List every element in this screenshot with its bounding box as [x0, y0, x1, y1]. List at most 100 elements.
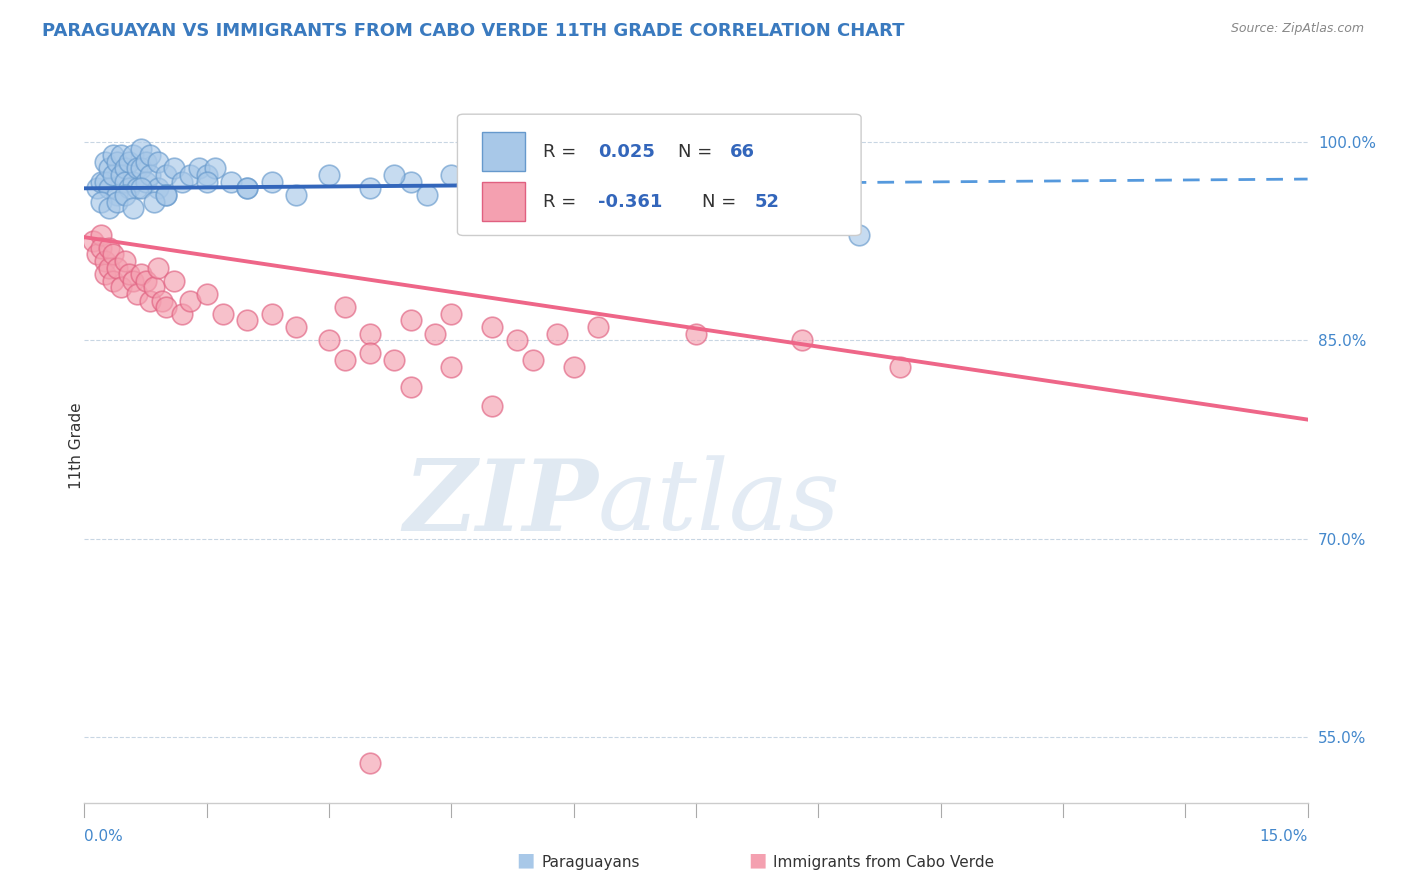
Point: [86, 247, 108, 261]
Text: 52: 52: [755, 193, 780, 211]
Point: [138, 168, 160, 182]
Point: [179, 293, 201, 308]
Point: [685, 326, 707, 341]
Point: [522, 353, 544, 368]
Point: [146, 181, 169, 195]
Point: [848, 227, 870, 242]
Point: [586, 320, 609, 334]
Point: [236, 181, 259, 195]
Point: [86, 181, 108, 195]
Point: [399, 313, 422, 327]
Point: [105, 260, 128, 275]
Text: R =: R =: [543, 143, 582, 161]
Point: [685, 188, 707, 202]
Point: [97, 260, 120, 275]
Point: [105, 188, 128, 202]
Point: [118, 267, 141, 281]
Point: [114, 161, 136, 176]
Text: ZIP: ZIP: [404, 455, 598, 551]
Point: [359, 756, 381, 771]
Point: [114, 254, 136, 268]
Point: [93, 154, 117, 169]
Point: [260, 175, 283, 189]
Point: [131, 267, 153, 281]
Point: [522, 175, 544, 189]
Point: [335, 353, 357, 368]
Point: [498, 181, 520, 195]
Point: [114, 175, 136, 189]
Point: [179, 168, 201, 182]
Point: [382, 353, 405, 368]
Point: [172, 307, 194, 321]
Point: [382, 168, 405, 182]
Text: 0.025: 0.025: [598, 143, 655, 161]
Point: [318, 333, 340, 347]
Point: [131, 181, 153, 195]
Point: [93, 175, 117, 189]
Point: [423, 326, 446, 341]
Point: [114, 188, 136, 202]
Point: [155, 188, 177, 202]
Text: Immigrants from Cabo Verde: Immigrants from Cabo Verde: [773, 855, 994, 870]
Point: [118, 154, 141, 169]
Point: [440, 168, 463, 182]
Point: [790, 333, 813, 347]
Point: [195, 287, 218, 301]
Point: [236, 181, 259, 195]
Text: atlas: atlas: [598, 456, 841, 550]
Point: [122, 274, 145, 288]
Point: [195, 175, 218, 189]
Point: [110, 280, 132, 294]
Point: [163, 161, 186, 176]
Point: [399, 175, 422, 189]
Point: [127, 181, 149, 195]
Point: [101, 168, 124, 182]
Text: ■: ■: [748, 851, 766, 870]
Point: [122, 148, 145, 162]
Point: [155, 168, 177, 182]
Point: [110, 168, 132, 182]
Y-axis label: 11th Grade: 11th Grade: [69, 402, 83, 490]
Text: N =: N =: [702, 193, 742, 211]
Point: [212, 307, 235, 321]
Point: [440, 359, 463, 374]
Point: [562, 359, 585, 374]
Text: R =: R =: [543, 193, 582, 211]
Point: [318, 168, 340, 182]
Point: [399, 379, 422, 393]
Point: [97, 161, 120, 176]
Point: [481, 400, 503, 414]
FancyBboxPatch shape: [482, 182, 524, 221]
Point: [142, 194, 165, 209]
Point: [97, 181, 120, 195]
Point: [101, 274, 124, 288]
Point: [285, 188, 308, 202]
Point: [562, 154, 585, 169]
Point: [142, 280, 165, 294]
Point: [889, 359, 911, 374]
FancyBboxPatch shape: [457, 114, 860, 235]
Point: [155, 188, 177, 202]
Point: [90, 175, 112, 189]
Point: [150, 293, 173, 308]
Point: [105, 194, 128, 209]
Point: [187, 161, 209, 176]
Point: [440, 307, 463, 321]
Text: N =: N =: [678, 143, 717, 161]
Point: [105, 154, 128, 169]
Point: [97, 201, 120, 215]
Point: [260, 307, 283, 321]
Point: [155, 300, 177, 314]
Point: [93, 254, 117, 268]
Point: [97, 241, 120, 255]
Point: [138, 293, 160, 308]
Point: [766, 181, 789, 195]
Point: [335, 300, 357, 314]
Text: 15.0%: 15.0%: [1260, 830, 1308, 844]
Point: [82, 234, 104, 248]
Text: Source: ZipAtlas.com: Source: ZipAtlas.com: [1230, 22, 1364, 36]
Point: [146, 154, 169, 169]
Point: [661, 181, 683, 195]
Point: [546, 326, 568, 341]
Point: [101, 247, 124, 261]
